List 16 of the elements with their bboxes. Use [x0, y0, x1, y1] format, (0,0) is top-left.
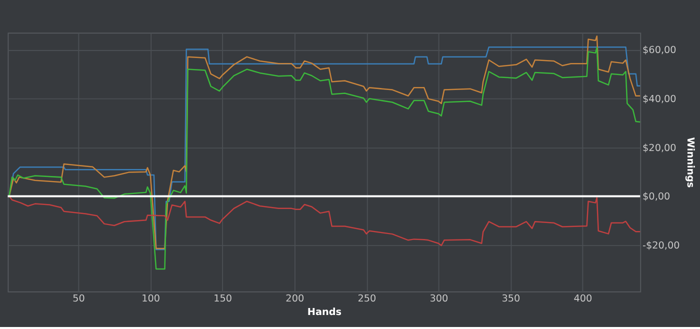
x-tick-label: 250	[358, 294, 376, 305]
x-tick-label: 300	[430, 294, 448, 305]
x-tick-label: 150	[214, 294, 232, 305]
x-tick-label: 50	[72, 294, 85, 305]
y-tick-label: -$20,00	[642, 240, 680, 252]
x-tick-label: 100	[142, 294, 160, 305]
y-tick-label: $40,00	[642, 94, 676, 105]
y-tick-label: $20,00	[642, 142, 676, 154]
y-tick-label: $60,00	[642, 45, 676, 56]
y-axis-title: Winnings	[684, 137, 696, 188]
y-tick-label: $0,00	[642, 192, 670, 203]
x-tick-label: 350	[502, 294, 520, 305]
x-tick-label: 400	[574, 294, 592, 305]
x-tick-label: 200	[286, 294, 304, 305]
x-axis-title: Hands	[307, 307, 342, 318]
line-series	[8, 196, 641, 246]
